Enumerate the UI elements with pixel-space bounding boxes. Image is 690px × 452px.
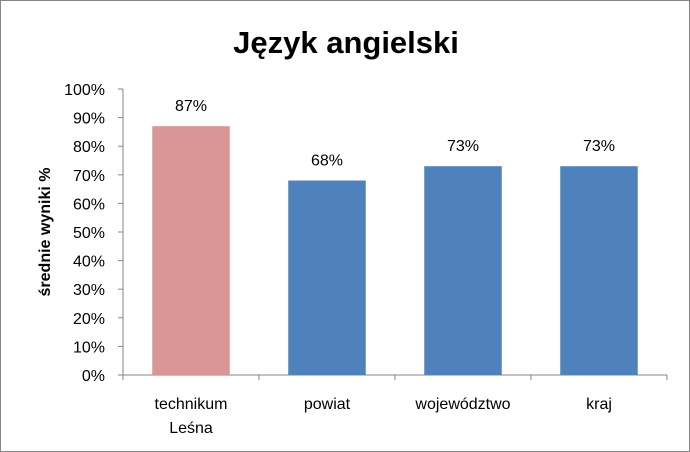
y-tick-label: 40% — [73, 254, 105, 271]
y-axis-label: średnie wyniki % — [37, 168, 54, 297]
y-tick-group: 0% 10% 20% 30% 40% 50% 60% 70% 80% 90% 100% — [64, 82, 123, 385]
y-tick-label: 0% — [82, 368, 105, 385]
x-tick-label: technikum — [155, 396, 228, 413]
y-tick-label: 80% — [73, 139, 105, 156]
bar-group: 87% 68% 73% 73% — [122, 98, 668, 380]
data-label: 68% — [311, 153, 343, 170]
bar — [560, 166, 638, 375]
data-label: 73% — [447, 138, 479, 155]
bar — [288, 180, 366, 375]
x-tick-label: województwo — [414, 396, 510, 413]
y-tick-label: 50% — [73, 225, 105, 242]
y-tick-label: 10% — [73, 339, 105, 356]
y-tick-label: 100% — [64, 82, 105, 99]
bar — [424, 166, 502, 375]
bar — [152, 126, 230, 376]
y-tick-label: 30% — [73, 282, 105, 299]
x-tick-label: powiat — [304, 396, 351, 413]
data-label: 87% — [175, 98, 207, 115]
chart-title: Język angielski — [233, 25, 459, 60]
x-tick-label: kraj — [586, 396, 612, 413]
x-tick-group: technikum Leśna powiat województwo kraj — [155, 396, 612, 437]
x-tick-label: Leśna — [169, 420, 213, 437]
data-label: 73% — [583, 138, 615, 155]
y-tick-label: 20% — [73, 311, 105, 328]
y-tick-label: 70% — [73, 168, 105, 185]
y-tick-label: 60% — [73, 196, 105, 213]
y-tick-label: 90% — [73, 111, 105, 128]
